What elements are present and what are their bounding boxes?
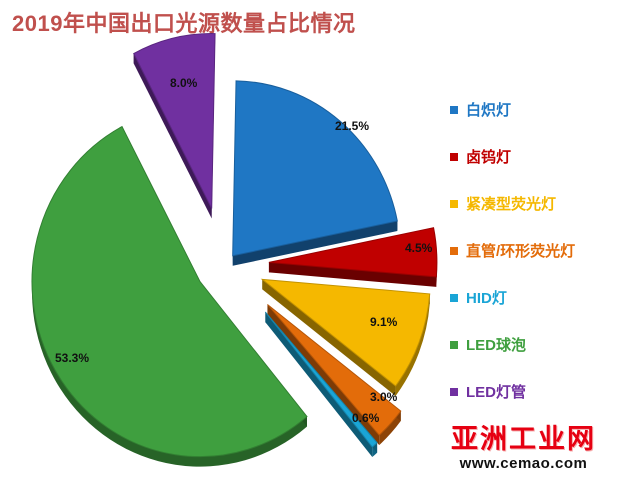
legend-item: HID灯: [450, 274, 575, 321]
legend-item: 白炽灯: [450, 86, 575, 133]
slice-data-label: 4.5%: [405, 241, 433, 255]
pie-slice: [267, 304, 402, 436]
slice-data-label: 9.1%: [370, 315, 398, 329]
legend: 白炽灯卤钨灯紧凑型荧光灯直管/环形荧光灯 HID灯 LED球泡 LED灯管: [450, 86, 575, 415]
slice-data-label: 21.5%: [335, 119, 369, 133]
pie-slice-edge: [268, 262, 437, 287]
legend-swatch: [450, 293, 458, 302]
legend-label: HID灯: [466, 290, 507, 307]
watermark-logo: 亚洲工业网: [451, 424, 596, 454]
pie-slice-edge: [262, 279, 396, 396]
legend-label: LED灯管: [466, 384, 527, 401]
pie-slice-edge: [133, 53, 212, 219]
watermark-site: www.cemao.com: [459, 455, 588, 472]
pie-slice-edge: [265, 312, 373, 458]
legend-swatch: [450, 199, 458, 208]
legend-label: 白炽灯: [466, 102, 512, 119]
legend-swatch: [450, 152, 458, 161]
legend-item: 紧凑型荧光灯: [450, 180, 575, 227]
pie-slice: [232, 80, 398, 257]
pie-slice: [260, 278, 431, 387]
slice-data-label: 8.0%: [170, 76, 198, 90]
pie-slice-edge: [232, 221, 398, 266]
legend-swatch: [450, 340, 458, 349]
pie-slice: [133, 33, 216, 209]
pie-slice-side: [395, 293, 430, 396]
slice-data-label: 53.3%: [55, 351, 89, 365]
pie-slice-edge: [267, 304, 380, 446]
chart-title: 2019年中国出口光源数量占比情况: [12, 11, 356, 36]
pie-slice-side: [379, 411, 401, 446]
watermark: 亚洲工业网 www.cemao.com: [436, 424, 611, 474]
legend-swatch: [450, 246, 458, 255]
legend-item: LED灯管: [450, 368, 575, 415]
legend-label: 紧凑型荧光灯: [466, 196, 557, 213]
legend-item: LED球泡: [450, 321, 575, 368]
legend-swatch: [450, 105, 458, 114]
legend-item: 直管/环形荧光灯: [450, 227, 575, 274]
legend-item: 卤钨灯: [450, 133, 575, 180]
pie-slice: [31, 125, 308, 458]
pie-slice: [264, 311, 378, 448]
legend-label: LED球泡: [466, 337, 527, 354]
pie-slice: [268, 227, 438, 278]
slice-data-label: 3.0%: [370, 390, 398, 404]
legend-label: 卤钨灯: [466, 149, 512, 166]
legend-label: 直管/环形荧光灯: [466, 243, 576, 260]
slice-data-label: 0.6%: [352, 411, 380, 425]
legend-swatch: [450, 387, 458, 396]
